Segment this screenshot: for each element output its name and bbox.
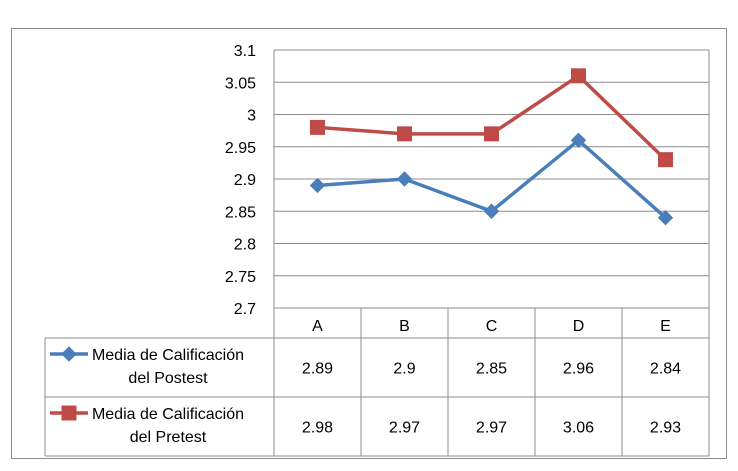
- y-tick-label: 3: [247, 108, 256, 125]
- data-value-label: 2.93: [650, 420, 681, 437]
- y-tick-label: 3.1: [234, 43, 256, 60]
- data-value-label: 2.97: [476, 420, 507, 437]
- y-tick-label: 2.9: [234, 172, 256, 189]
- data-value-label: 2.89: [302, 361, 333, 378]
- legend-label: Media de Calificación del Pretest: [92, 406, 244, 446]
- data-value-label: 2.98: [302, 420, 333, 437]
- chart-frame: [11, 28, 727, 459]
- data-value-label: 3.06: [563, 420, 594, 437]
- y-tick-label: 2.75: [225, 269, 256, 286]
- data-value-label: 2.97: [389, 420, 420, 437]
- data-point: [396, 171, 413, 187]
- data-value-label: 2.96: [563, 361, 594, 378]
- y-tick-label: 2.85: [225, 204, 256, 221]
- x-tick-label: C: [486, 318, 498, 335]
- data-value-label: 2.9: [393, 361, 415, 378]
- data-value-label: 2.85: [476, 361, 507, 378]
- data-point: [484, 126, 499, 142]
- y-tick-label: 2.95: [225, 140, 256, 157]
- x-tick-label: A: [312, 318, 323, 335]
- y-tick-label: 3.05: [225, 75, 256, 92]
- data-value-label: 2.84: [650, 361, 681, 378]
- data-point: [309, 177, 326, 194]
- data-point: [397, 126, 412, 142]
- data-point: [657, 209, 674, 226]
- data-point: [310, 119, 325, 135]
- data-point: [570, 132, 587, 149]
- data-point: [483, 203, 500, 219]
- y-tick-label: 2.8: [234, 237, 256, 254]
- data-point: [658, 152, 673, 168]
- x-tick-label: D: [573, 318, 585, 335]
- legend-marker: [61, 405, 77, 421]
- x-tick-label: E: [660, 318, 671, 335]
- legend-marker: [61, 346, 77, 362]
- x-tick-label: B: [399, 318, 410, 335]
- data-point: [571, 68, 586, 84]
- legend-label: Media de Calificación del Postest: [92, 347, 244, 387]
- y-tick-label: 2.7: [234, 301, 256, 318]
